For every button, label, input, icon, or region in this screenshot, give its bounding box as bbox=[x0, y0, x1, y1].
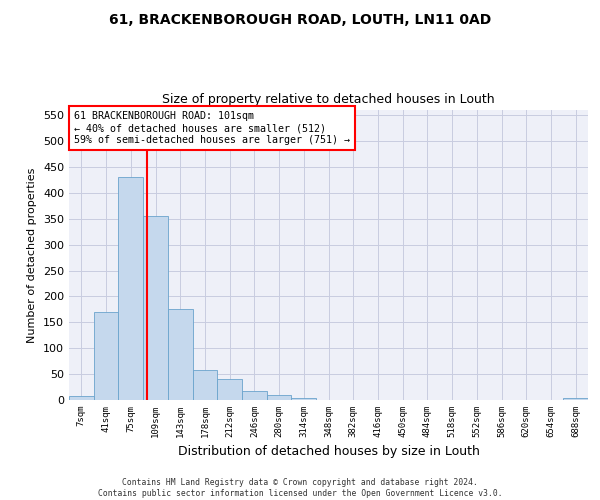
Bar bbox=[292, 398, 316, 400]
Bar bbox=[217, 380, 242, 400]
Text: 61, BRACKENBOROUGH ROAD, LOUTH, LN11 0AD: 61, BRACKENBOROUGH ROAD, LOUTH, LN11 0AD bbox=[109, 12, 491, 26]
Bar bbox=[143, 216, 168, 400]
Bar bbox=[94, 312, 118, 400]
Bar bbox=[563, 398, 588, 400]
Bar bbox=[69, 396, 94, 400]
X-axis label: Distribution of detached houses by size in Louth: Distribution of detached houses by size … bbox=[178, 446, 479, 458]
Bar bbox=[242, 390, 267, 400]
Y-axis label: Number of detached properties: Number of detached properties bbox=[28, 168, 37, 342]
Bar bbox=[168, 310, 193, 400]
Bar bbox=[193, 370, 217, 400]
Bar bbox=[118, 178, 143, 400]
Title: Size of property relative to detached houses in Louth: Size of property relative to detached ho… bbox=[162, 93, 495, 106]
Bar bbox=[267, 395, 292, 400]
Text: 61 BRACKENBOROUGH ROAD: 101sqm
← 40% of detached houses are smaller (512)
59% of: 61 BRACKENBOROUGH ROAD: 101sqm ← 40% of … bbox=[74, 112, 350, 144]
Text: Contains HM Land Registry data © Crown copyright and database right 2024.
Contai: Contains HM Land Registry data © Crown c… bbox=[98, 478, 502, 498]
